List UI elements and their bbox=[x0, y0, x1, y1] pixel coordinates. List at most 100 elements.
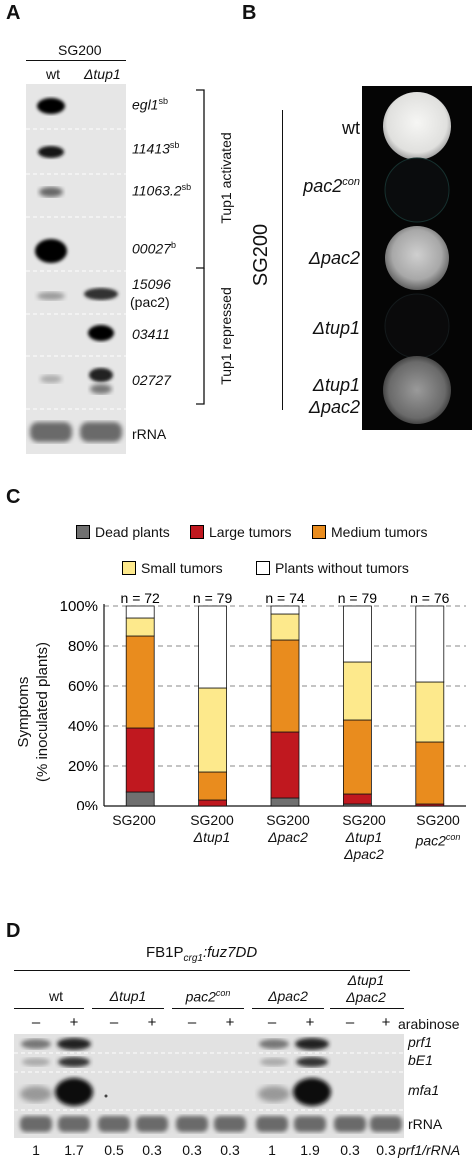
category-label-2: SG200 Δtup1 bbox=[190, 812, 234, 845]
bar-segment bbox=[270, 731, 300, 799]
bar-segment bbox=[125, 791, 155, 807]
treatment-sign: + bbox=[147, 1014, 157, 1031]
gene-label-11413: 11413sb bbox=[132, 140, 180, 157]
row-label-dpac2: Δpac2 bbox=[308, 248, 360, 268]
row-label-pac2con: pac2con bbox=[303, 176, 360, 196]
panel-d-blot bbox=[14, 1034, 404, 1138]
legend-swatch-large bbox=[190, 525, 204, 539]
group-label-dtup1-dpac2: Δtup1 Δpac2 bbox=[346, 972, 386, 1005]
bar-segment bbox=[270, 639, 300, 733]
y-tick-label: 60% bbox=[68, 678, 98, 695]
group-tup1-activated: Tup1 activated bbox=[218, 132, 234, 224]
n-label: n = 79 bbox=[338, 590, 378, 606]
panel-b-label: B bbox=[242, 2, 257, 24]
n-label: n = 72 bbox=[121, 590, 161, 606]
gene-label-03411: 03411 bbox=[132, 326, 170, 342]
category-label-4: SG200 Δtup1 Δpac2 bbox=[342, 812, 386, 862]
y-tick-label: 40% bbox=[68, 718, 98, 735]
row-label-wt: wt bbox=[342, 118, 360, 138]
treatment-sign: + bbox=[381, 1014, 391, 1031]
bar-segment bbox=[415, 605, 445, 683]
legend-swatch-medium bbox=[312, 525, 326, 539]
panel-a-strain-line bbox=[26, 60, 126, 61]
gene-label-00027: 00027b bbox=[132, 240, 176, 257]
bar-segment bbox=[198, 771, 228, 801]
group-line-4 bbox=[252, 1008, 324, 1009]
ratio-row: 1 1.7 0.5 0.3 0.3 0.3 1 1.9 0.3 0.3 bbox=[0, 1140, 474, 1160]
group-line-3 bbox=[172, 1008, 244, 1009]
bar-segment bbox=[125, 635, 155, 729]
group-tup1-repressed: Tup1 repressed bbox=[218, 287, 234, 385]
treatment-label: arabinose bbox=[398, 1016, 460, 1032]
treatment-sign: + bbox=[225, 1014, 235, 1031]
panel-b-line bbox=[282, 110, 283, 410]
y-tick-label: 20% bbox=[68, 758, 98, 775]
legend-medium: Medium tumors bbox=[312, 524, 427, 540]
group-label-dtup1: Δtup1 bbox=[109, 988, 147, 1004]
bar-segment bbox=[342, 605, 372, 663]
panel-d-title: FB1Pcrg1:fuz7DD bbox=[146, 944, 258, 964]
legend-swatch-dead bbox=[76, 525, 90, 539]
group-line-1 bbox=[14, 1008, 84, 1009]
ratio-value: 1 bbox=[268, 1142, 276, 1158]
category-label-5: SG200 pac2con bbox=[415, 812, 461, 849]
treatment-sign: + bbox=[305, 1014, 315, 1031]
ratio-value: 1.7 bbox=[64, 1142, 84, 1158]
panel-a-brackets bbox=[196, 89, 205, 405]
legend-dead: Dead plants bbox=[76, 524, 170, 540]
ratio-label: prf1/rRNA bbox=[398, 1142, 461, 1158]
bar-segment bbox=[125, 727, 155, 793]
y-tick-label: 100% bbox=[60, 598, 98, 615]
panel-a-strain: SG200 bbox=[58, 42, 102, 58]
panel-c-chart: 0% 20% 40% 60% 80% 100% n = 72 n = 79 n = 74 n = … bbox=[60, 590, 466, 810]
treatment-sign: – bbox=[31, 1014, 41, 1031]
bar-segment bbox=[198, 799, 228, 807]
panel-b-plate bbox=[362, 86, 472, 430]
probe-label-rrna: rRNA bbox=[408, 1116, 443, 1132]
treatment-signs: – + – + – + – + – + bbox=[0, 1012, 474, 1032]
ratio-value: 0.3 bbox=[142, 1142, 162, 1158]
probe-label-be1: bE1 bbox=[408, 1052, 433, 1068]
n-label: n = 79 bbox=[193, 590, 233, 606]
treatment-sign: – bbox=[345, 1014, 355, 1031]
legend-small: Small tumors bbox=[122, 560, 223, 576]
gene-label-pac2: (pac2) bbox=[130, 294, 170, 310]
treatment-sign: – bbox=[267, 1014, 277, 1031]
panel-a-lane-wt: wt bbox=[46, 66, 60, 82]
group-label-wt: wt bbox=[49, 988, 63, 1004]
legend-swatch-small bbox=[122, 561, 136, 575]
n-label: n = 74 bbox=[265, 590, 305, 606]
ratio-value: 0.3 bbox=[182, 1142, 202, 1158]
bar-segment bbox=[125, 617, 155, 637]
panel-d-label: D bbox=[6, 920, 21, 942]
treatment-sign: – bbox=[187, 1014, 197, 1031]
legend-swatch-none bbox=[256, 561, 270, 575]
ratio-value: 0.3 bbox=[376, 1142, 396, 1158]
gene-label-15096: 15096 bbox=[132, 276, 171, 292]
bar-segment bbox=[415, 681, 445, 743]
category-label-1: SG200 bbox=[112, 812, 156, 828]
panel-c-ylabel: Symptoms (% inoculated plants) bbox=[15, 641, 51, 783]
group-label-pac2con: pac2con bbox=[185, 988, 231, 1005]
group-line-2 bbox=[92, 1008, 164, 1009]
panel-a-lane-tup1: Δtup1 bbox=[84, 66, 121, 82]
group-line-5 bbox=[330, 1008, 404, 1009]
gene-label-02727: 02727 bbox=[132, 372, 171, 388]
bar-segment bbox=[198, 605, 228, 689]
bar-segment bbox=[270, 613, 300, 641]
bar-segment bbox=[198, 687, 228, 773]
y-tick-label: 0% bbox=[76, 798, 98, 810]
gene-label-egl1: egl1sb bbox=[132, 96, 168, 113]
treatment-sign: – bbox=[109, 1014, 119, 1031]
bar-segment bbox=[270, 605, 300, 615]
panel-a-label: A bbox=[6, 2, 21, 24]
bar-segment bbox=[125, 605, 155, 619]
row-label-dtup1: Δtup1 bbox=[312, 318, 360, 338]
panel-c-label: C bbox=[6, 486, 21, 508]
bar-segment bbox=[342, 719, 372, 795]
y-tick-label: 80% bbox=[68, 638, 98, 655]
ratio-value: 0.3 bbox=[220, 1142, 240, 1158]
gene-label-11063: 11063.2sb bbox=[132, 182, 192, 199]
ratio-value: 1 bbox=[32, 1142, 40, 1158]
panel-b-strain: SG200 bbox=[250, 223, 272, 287]
